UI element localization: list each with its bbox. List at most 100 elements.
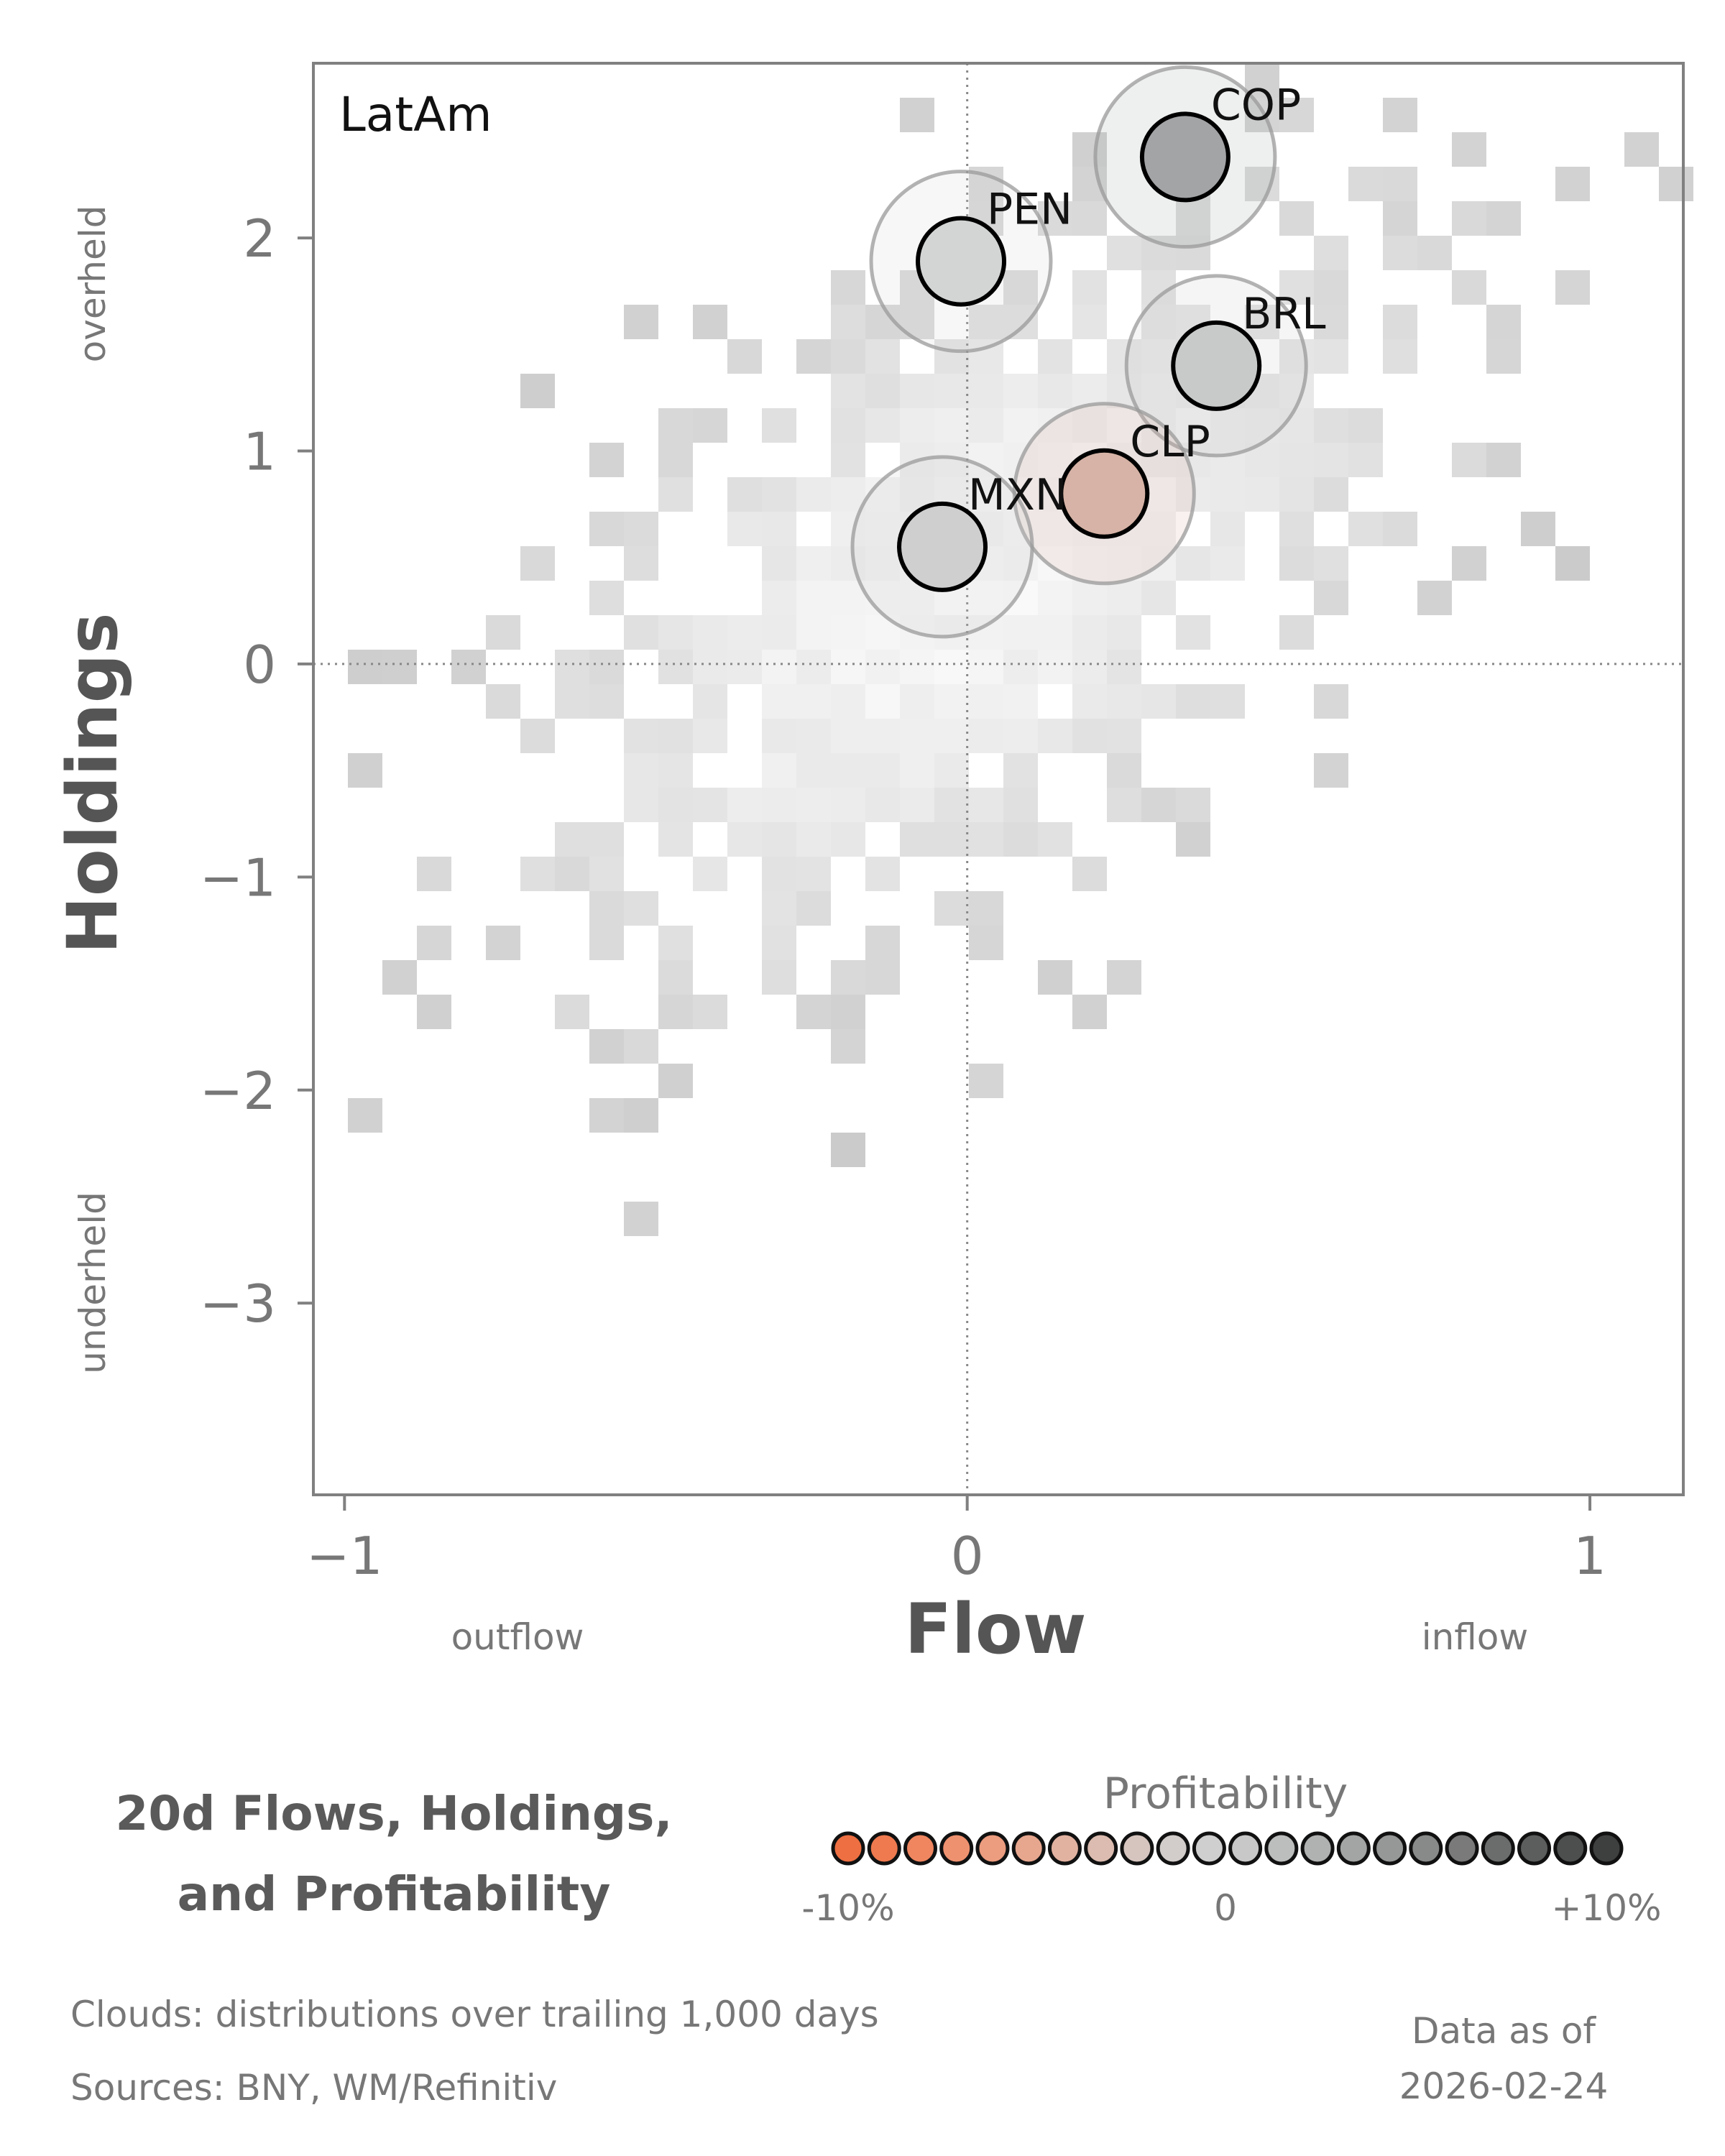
heatmap-cell <box>658 788 693 822</box>
y-top-label: overheld <box>72 206 114 363</box>
heatmap-cell <box>1072 684 1107 719</box>
data-as-of-label: Data as of <box>1412 2010 1596 2052</box>
heatmap-cell <box>1555 270 1590 305</box>
heatmap-cell <box>520 857 555 891</box>
legend-min-label: -10% <box>801 1887 894 1929</box>
heatmap-cell <box>348 753 382 788</box>
heatmap-cell <box>969 788 1003 822</box>
heatmap-cell <box>1107 753 1141 788</box>
heatmap-cell <box>1072 581 1107 615</box>
legend-color-dot <box>1336 1831 1371 1866</box>
heatmap-cell <box>865 339 900 374</box>
y-tick-label: 0 <box>243 635 276 695</box>
y-tick-label: 2 <box>243 208 276 269</box>
legend-color-dot <box>867 1831 901 1866</box>
heatmap-cell <box>900 719 934 753</box>
heatmap-cell <box>1107 719 1141 753</box>
currency-point <box>897 501 988 592</box>
heatmap-cell <box>969 374 1003 408</box>
heatmap-cell <box>831 374 865 408</box>
heatmap-cell <box>831 615 865 650</box>
heatmap-cell <box>658 443 693 477</box>
heatmap-cell <box>796 684 831 719</box>
heatmap-cell <box>762 615 796 650</box>
heatmap-cell <box>1072 546 1107 581</box>
legend-mid-label: 0 <box>1214 1887 1237 1929</box>
heatmap-cell <box>762 512 796 546</box>
heatmap-cell <box>417 926 451 960</box>
heatmap-cell <box>969 443 1003 477</box>
heatmap-cell <box>969 408 1003 443</box>
heatmap-cell <box>1279 98 1314 132</box>
heatmap-cell <box>1314 546 1348 581</box>
heatmap-cell <box>1659 167 1693 201</box>
heatmap-cell <box>900 788 934 822</box>
heatmap-cell <box>417 995 451 1029</box>
heatmap-cell <box>831 822 865 857</box>
heatmap-cell <box>1072 995 1107 1029</box>
heatmap-cell <box>1107 339 1141 374</box>
heatmap-cell <box>934 339 969 374</box>
heatmap-cell <box>969 926 1003 960</box>
heatmap-cell <box>589 926 624 960</box>
currency-points: COP PEN BRL CLP MXN <box>850 65 1326 639</box>
heatmap-cell <box>520 374 555 408</box>
heatmap-cell <box>1383 512 1417 546</box>
legend-color-dot <box>1120 1831 1154 1866</box>
heatmap-cell <box>969 477 1003 512</box>
heatmap-cell <box>831 305 865 339</box>
heatmap-cell <box>1452 270 1486 305</box>
heatmap-cell <box>1624 132 1659 167</box>
panel-label: LatAm <box>339 87 492 142</box>
heatmap-cell <box>624 615 658 650</box>
heatmap-cell <box>1072 650 1107 684</box>
heatmap-cell <box>693 719 727 753</box>
heatmap-cell <box>1141 443 1176 477</box>
heatmap-cell <box>589 1029 624 1064</box>
heatmap-cell <box>1452 546 1486 581</box>
legend-color-dot <box>1084 1831 1118 1866</box>
point-label: PEN <box>987 185 1072 235</box>
heatmap-cell <box>762 788 796 822</box>
heatmap-cell <box>831 546 865 581</box>
legend-color-dot <box>975 1831 1010 1866</box>
legend-color-dot <box>831 1831 865 1866</box>
heatmap-cell <box>831 753 865 788</box>
heatmap-cell <box>1245 63 1279 98</box>
heatmap-cell <box>796 788 831 822</box>
legend-color-dot <box>1011 1831 1046 1866</box>
legend-color-dot <box>1156 1831 1190 1866</box>
heatmap-cell <box>693 650 727 684</box>
heatmap-cell <box>1314 477 1348 512</box>
heatmap-cell <box>1141 581 1176 615</box>
heatmap-cell <box>1279 339 1314 374</box>
y-tick-label: −1 <box>200 847 276 908</box>
heatmap-cell <box>1383 98 1417 132</box>
heatmap-cell <box>831 512 865 546</box>
heatmap-cell <box>1555 546 1590 581</box>
heatmap-cell <box>1314 339 1348 374</box>
y-tick-label: −3 <box>200 1273 276 1334</box>
heatmap-cell <box>658 960 693 995</box>
heatmap-cell <box>831 339 865 374</box>
heatmap-cell <box>865 374 900 408</box>
heatmap-cell <box>934 684 969 719</box>
heatmap-cell <box>1383 339 1417 374</box>
heatmap-cell <box>865 960 900 995</box>
heatmap-cell <box>934 650 969 684</box>
x-tick-label: 0 <box>951 1526 984 1586</box>
heatmap-cell <box>1038 822 1072 857</box>
heatmap-cell <box>658 477 693 512</box>
heatmap-cell <box>1038 374 1072 408</box>
heatmap-cell <box>1486 339 1521 374</box>
heatmap-cell <box>969 891 1003 926</box>
heatmap-cell <box>589 857 624 891</box>
x-left-label: outflow <box>451 1616 584 1658</box>
heatmap-cell <box>969 719 1003 753</box>
heatmap-cell <box>486 926 520 960</box>
heatmap-cell <box>934 408 969 443</box>
heatmap-cell <box>693 995 727 1029</box>
heatmap-cell <box>658 408 693 443</box>
heatmap-cell <box>1210 512 1245 546</box>
heatmap-cell <box>1003 270 1038 305</box>
